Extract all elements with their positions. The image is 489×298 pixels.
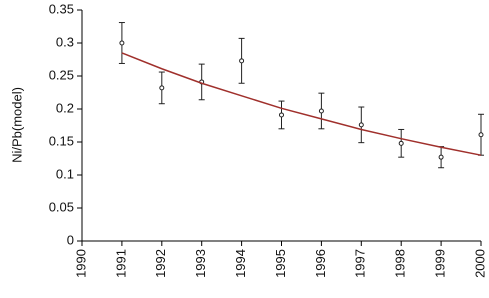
x-tick-label: 2000 bbox=[472, 249, 487, 278]
y-tick-label: 0.3 bbox=[56, 34, 74, 49]
y-tick-label: 0.25 bbox=[49, 67, 74, 82]
x-tick-label: 1996 bbox=[313, 249, 328, 278]
x-tick-label: 1998 bbox=[393, 249, 408, 278]
point bbox=[119, 40, 125, 46]
y-tick-label: 0.35 bbox=[49, 1, 74, 16]
y-tick-label: 0.05 bbox=[49, 199, 74, 214]
x-tick-label: 1997 bbox=[353, 249, 368, 278]
x-tick-label: 1994 bbox=[233, 249, 248, 278]
fit-line bbox=[121, 52, 482, 156]
y-axis-label: Ni/Pb(model) bbox=[9, 87, 24, 163]
point bbox=[239, 58, 245, 64]
point bbox=[478, 132, 484, 138]
y-tick-label: 0.2 bbox=[56, 100, 74, 115]
point bbox=[159, 85, 165, 91]
x-tick-label: 1999 bbox=[433, 249, 448, 278]
point bbox=[358, 122, 364, 128]
x-tick-label: 1993 bbox=[193, 249, 208, 278]
x-tick-label: 1995 bbox=[273, 249, 288, 278]
y-tick-label: 0 bbox=[67, 232, 74, 247]
point bbox=[318, 108, 324, 114]
x-tick-label: 1991 bbox=[113, 249, 128, 278]
point bbox=[438, 154, 444, 160]
x-tick-label: 1992 bbox=[153, 249, 168, 278]
point bbox=[398, 140, 404, 146]
y-tick-label: 0.1 bbox=[56, 166, 74, 181]
point bbox=[279, 112, 284, 118]
y-tick-label: 0.15 bbox=[49, 133, 74, 148]
x-tick-label: 1990 bbox=[73, 249, 88, 278]
